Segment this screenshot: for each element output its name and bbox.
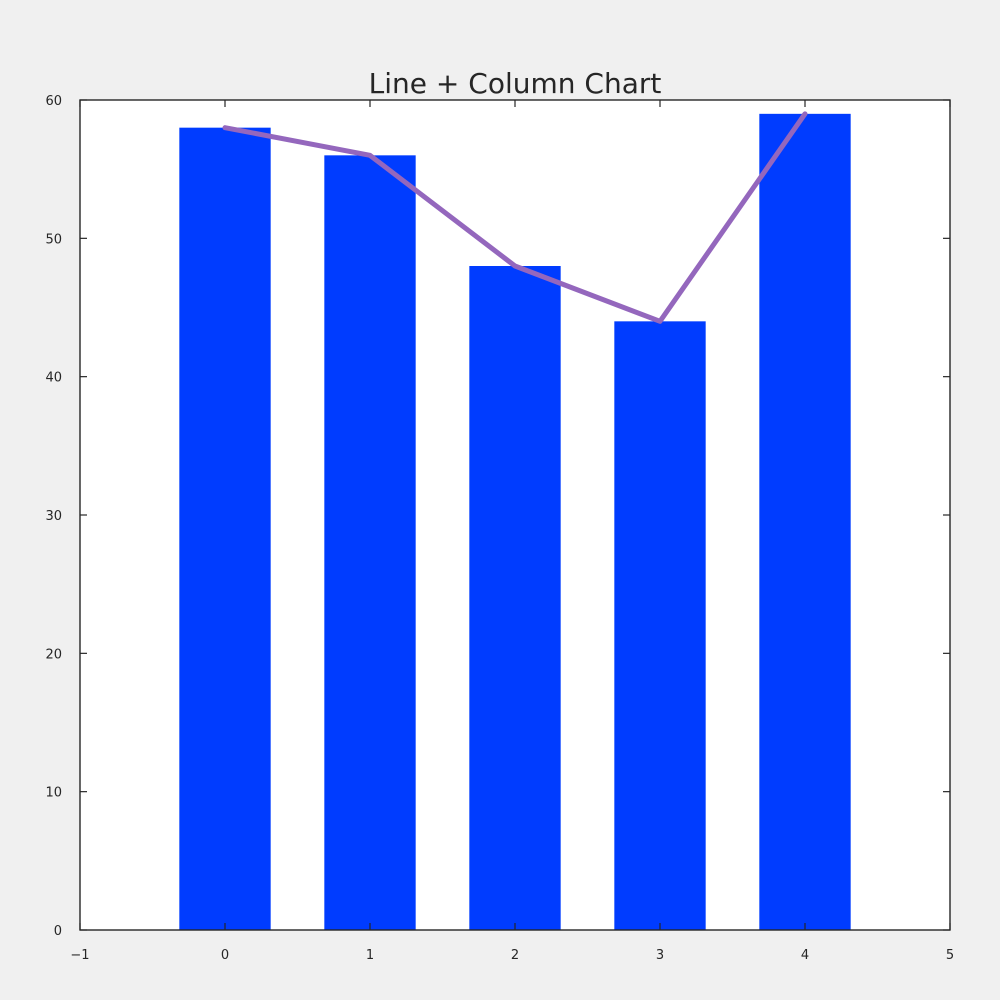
bar-0 bbox=[179, 127, 271, 930]
y-tick-label: 40 bbox=[45, 371, 62, 386]
bar-3 bbox=[614, 321, 706, 930]
x-tick-label: 3 bbox=[656, 948, 664, 963]
bar-1 bbox=[324, 155, 416, 931]
y-tick-label: 50 bbox=[45, 232, 62, 247]
y-tick-label: 10 bbox=[45, 786, 62, 801]
line-layer bbox=[222, 111, 808, 324]
x-tick-label: 2 bbox=[511, 948, 519, 963]
chart-title: Line + Column Chart bbox=[369, 67, 662, 100]
y-tick-label: 20 bbox=[45, 647, 62, 662]
x-tick-label: 1 bbox=[366, 948, 374, 963]
x-tick-label: 4 bbox=[801, 948, 809, 963]
bar-2 bbox=[469, 266, 561, 930]
y-tick-label: 30 bbox=[45, 509, 62, 524]
y-tick-label: 0 bbox=[54, 924, 62, 939]
x-tick-label: 5 bbox=[946, 948, 954, 963]
x-tick-label: −1 bbox=[70, 948, 89, 963]
x-tick-label: 0 bbox=[221, 948, 229, 963]
bars-layer bbox=[179, 113, 851, 931]
y-tick-label: 60 bbox=[45, 94, 62, 109]
bar-4 bbox=[759, 113, 851, 931]
line-series bbox=[222, 111, 808, 324]
